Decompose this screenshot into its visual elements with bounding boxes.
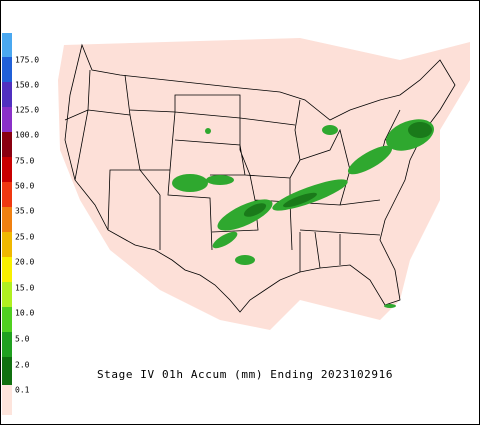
legend-label: 50.0 [15, 182, 34, 191]
color-bar [2, 33, 12, 415]
legend-label: 0.1 [15, 386, 30, 395]
legend-label: 150.0 [15, 81, 39, 90]
legend-label: 5.0 [15, 335, 30, 344]
legend-label: 10.0 [15, 309, 34, 318]
legend-label: 100.0 [15, 131, 39, 140]
legend-label: 35.0 [15, 207, 34, 216]
precipitation [172, 119, 434, 308]
legend-label: 175.0 [15, 56, 39, 65]
legend-label: 75.0 [15, 157, 34, 166]
legend-label: 2.0 [15, 361, 30, 370]
caption: Stage IV 01h Accum (mm) Ending 202310291… [97, 368, 393, 381]
legend-label: 15.0 [15, 284, 34, 293]
legend-label: 25.0 [15, 233, 34, 242]
legend-label: 125.0 [15, 106, 39, 115]
legend-label: 20.0 [15, 258, 34, 267]
